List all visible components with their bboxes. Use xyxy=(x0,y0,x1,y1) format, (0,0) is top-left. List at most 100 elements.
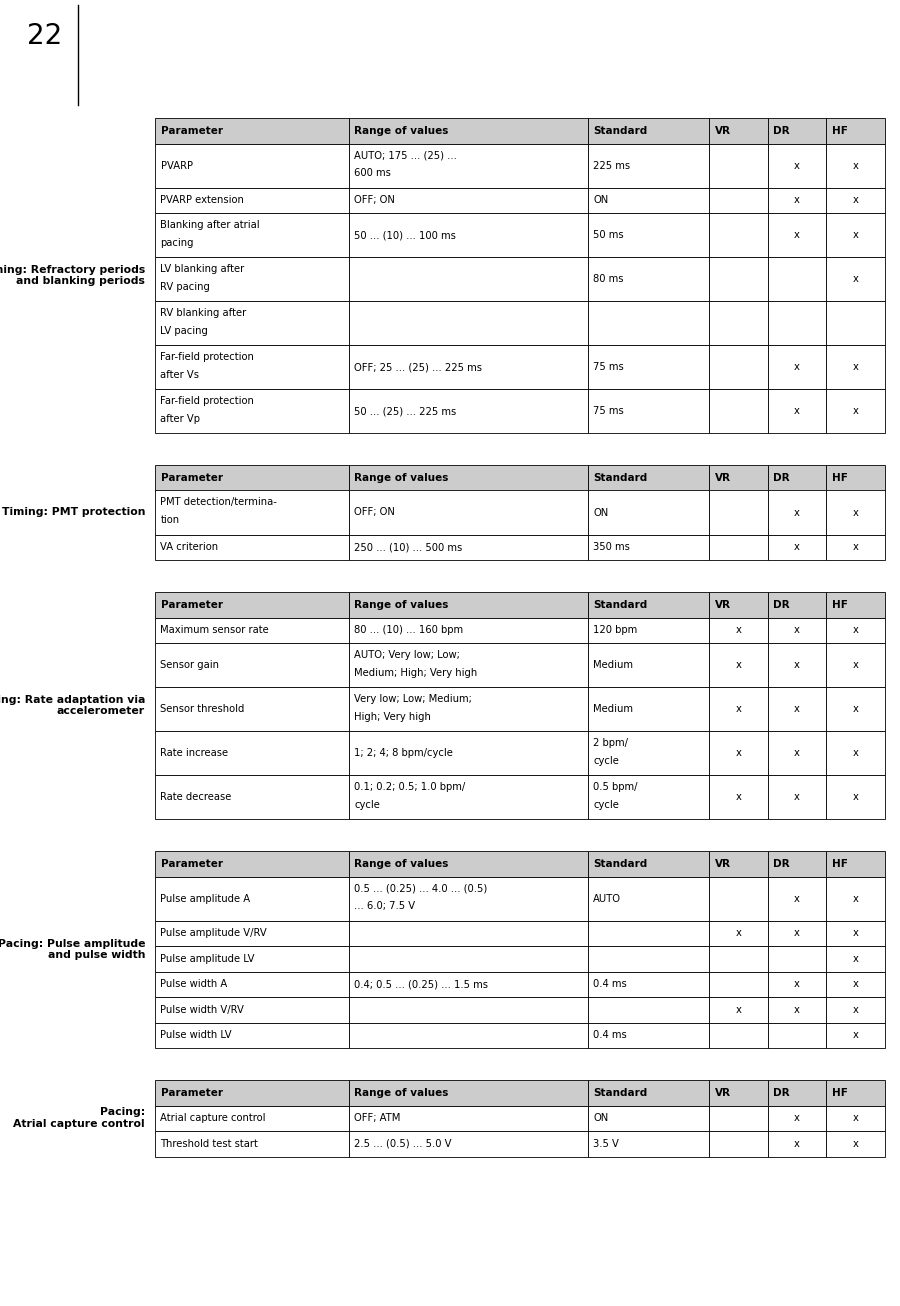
Text: AUTO; Very low; Low;: AUTO; Very low; Low; xyxy=(355,649,460,660)
Text: x: x xyxy=(853,1030,859,1041)
Text: Atrial capture control: Atrial capture control xyxy=(160,1113,266,1123)
Text: x: x xyxy=(853,362,859,372)
Bar xyxy=(768,345,826,389)
Bar xyxy=(588,188,709,213)
Text: Pulse width LV: Pulse width LV xyxy=(160,1030,232,1041)
Text: 2 bpm/: 2 bpm/ xyxy=(593,738,628,747)
Bar xyxy=(826,996,885,1023)
Text: x: x xyxy=(794,1004,800,1015)
Text: 75 ms: 75 ms xyxy=(593,406,624,417)
Bar xyxy=(588,921,709,946)
Bar xyxy=(588,389,709,434)
Text: x: x xyxy=(853,1113,859,1123)
Bar xyxy=(349,643,588,687)
Text: 22: 22 xyxy=(27,22,63,50)
Bar xyxy=(155,1023,349,1047)
Text: Far-field protection: Far-field protection xyxy=(160,396,255,406)
Bar xyxy=(709,188,768,213)
Text: Standard: Standard xyxy=(593,1088,647,1098)
Bar xyxy=(588,852,709,876)
Bar xyxy=(768,213,826,257)
Text: PVARP: PVARP xyxy=(160,161,193,171)
Bar xyxy=(709,946,768,972)
Bar xyxy=(768,118,826,144)
Bar xyxy=(826,534,885,560)
Bar xyxy=(709,1105,768,1131)
Bar xyxy=(826,852,885,876)
Bar xyxy=(768,491,826,534)
Bar xyxy=(768,852,826,876)
Text: 75 ms: 75 ms xyxy=(593,362,624,372)
Text: x: x xyxy=(794,660,800,670)
Text: VR: VR xyxy=(715,1088,731,1098)
Bar xyxy=(588,1023,709,1047)
Text: Parameter: Parameter xyxy=(160,599,222,610)
Text: 0.4 ms: 0.4 ms xyxy=(593,1030,626,1041)
Text: after Vp: after Vp xyxy=(160,414,201,424)
Bar xyxy=(588,592,709,618)
Text: Blanking after atrial: Blanking after atrial xyxy=(160,219,260,230)
Bar xyxy=(709,618,768,643)
Bar xyxy=(155,996,349,1023)
Text: HF: HF xyxy=(832,473,848,483)
Bar xyxy=(709,1023,768,1047)
Bar xyxy=(709,774,768,819)
Bar xyxy=(349,465,588,491)
Text: x: x xyxy=(794,1113,800,1123)
Bar xyxy=(155,345,349,389)
Bar xyxy=(826,491,885,534)
Bar xyxy=(588,876,709,921)
Text: Rate decrease: Rate decrease xyxy=(160,791,232,802)
Text: PVARP extension: PVARP extension xyxy=(160,196,245,205)
Bar xyxy=(349,592,588,618)
Text: Far-field protection: Far-field protection xyxy=(160,351,255,362)
Text: DR: DR xyxy=(773,599,790,610)
Text: x: x xyxy=(794,893,800,904)
Text: Maximum sensor rate: Maximum sensor rate xyxy=(160,626,269,635)
Text: HF: HF xyxy=(832,859,848,868)
Text: DR: DR xyxy=(773,473,790,483)
Bar xyxy=(768,300,826,345)
Text: Timing: PMT protection: Timing: PMT protection xyxy=(2,508,145,517)
Bar xyxy=(155,491,349,534)
Text: x: x xyxy=(853,1004,859,1015)
Bar xyxy=(826,389,885,434)
Bar xyxy=(588,465,709,491)
Bar xyxy=(709,534,768,560)
Text: Timing: Rate adaptation via
accelerometer: Timing: Rate adaptation via acceleromete… xyxy=(0,695,145,716)
Bar xyxy=(155,643,349,687)
Bar xyxy=(349,731,588,774)
Bar xyxy=(768,389,826,434)
Text: RV pacing: RV pacing xyxy=(160,282,211,293)
Bar xyxy=(349,1105,588,1131)
Text: x: x xyxy=(735,748,742,757)
Bar xyxy=(826,213,885,257)
Bar xyxy=(349,852,588,876)
Text: Pacing: Pulse amplitude
and pulse width: Pacing: Pulse amplitude and pulse width xyxy=(0,939,145,960)
Text: Pulse width A: Pulse width A xyxy=(160,980,228,989)
Bar xyxy=(349,1080,588,1105)
Bar xyxy=(709,921,768,946)
Text: x: x xyxy=(853,626,859,635)
Bar xyxy=(588,1131,709,1157)
Text: Range of values: Range of values xyxy=(355,125,448,136)
Text: 250 ... (10) ... 500 ms: 250 ... (10) ... 500 ms xyxy=(355,542,463,552)
Bar xyxy=(826,345,885,389)
Text: Pulse width V/RV: Pulse width V/RV xyxy=(160,1004,245,1015)
Text: x: x xyxy=(853,660,859,670)
Bar xyxy=(768,921,826,946)
Bar xyxy=(826,257,885,300)
Bar xyxy=(709,592,768,618)
Bar xyxy=(709,876,768,921)
Text: Threshold test start: Threshold test start xyxy=(160,1139,258,1149)
Text: Parameter: Parameter xyxy=(160,473,222,483)
Bar xyxy=(826,876,885,921)
Text: x: x xyxy=(853,953,859,964)
Text: 3.5 V: 3.5 V xyxy=(593,1139,619,1149)
Bar xyxy=(768,774,826,819)
Bar xyxy=(826,144,885,188)
Bar xyxy=(349,118,588,144)
Bar xyxy=(826,643,885,687)
Text: x: x xyxy=(853,274,859,283)
Text: Standard: Standard xyxy=(593,473,647,483)
